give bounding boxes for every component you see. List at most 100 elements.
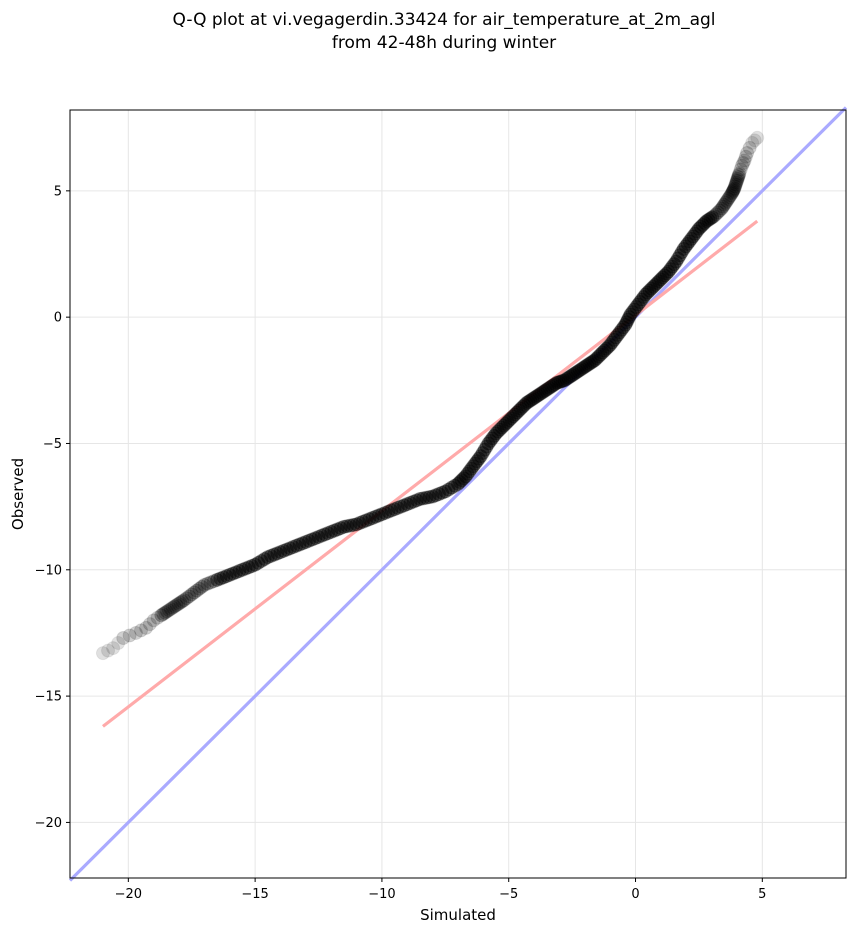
- data-point: [680, 236, 695, 251]
- data-point: [732, 166, 747, 181]
- x-tick-label: −15: [241, 887, 268, 902]
- data-point: [192, 581, 207, 596]
- data-point: [563, 369, 578, 384]
- data-point: [730, 171, 745, 186]
- data-point: [709, 207, 724, 222]
- data-point: [371, 508, 386, 523]
- data-point: [163, 601, 178, 616]
- data-point: [661, 264, 676, 279]
- data-point: [466, 459, 481, 474]
- data-point: [667, 257, 682, 272]
- data-point: [238, 561, 253, 576]
- data-point: [517, 397, 532, 412]
- x-tick-label: −10: [368, 887, 395, 902]
- data-point: [248, 557, 263, 572]
- data-point: [603, 337, 618, 352]
- data-point: [460, 466, 475, 481]
- data-point: [161, 603, 176, 618]
- data-point: [509, 405, 524, 420]
- data-point: [724, 186, 739, 201]
- y-axis-ticks: −20 −15 −10 −5 0 5: [35, 184, 70, 831]
- data-point: [273, 545, 288, 560]
- data-point: [614, 322, 629, 337]
- data-point: [688, 226, 703, 241]
- y-axis-label: Observed: [9, 458, 27, 530]
- data-point: [640, 285, 655, 300]
- data-point: [219, 569, 234, 584]
- data-point: [279, 542, 294, 557]
- data-point: [232, 564, 247, 579]
- data-point: [165, 600, 180, 615]
- data-point: [599, 341, 614, 356]
- data-point: [693, 219, 708, 234]
- data-point: [321, 526, 336, 541]
- data-point: [559, 372, 574, 387]
- data-point: [387, 502, 402, 517]
- data-point: [735, 158, 750, 173]
- data-point: [302, 533, 317, 548]
- data-point: [235, 562, 250, 577]
- y-tick-label: −10: [35, 563, 62, 578]
- data-point: [156, 607, 171, 621]
- data-point: [729, 173, 744, 188]
- data-point: [676, 241, 691, 256]
- x-tick-label: 5: [758, 887, 766, 902]
- data-point: [470, 454, 485, 469]
- data-point: [727, 181, 742, 196]
- data-point: [736, 156, 751, 171]
- data-point: [726, 182, 741, 197]
- data-point: [263, 548, 278, 563]
- data-point: [225, 566, 240, 581]
- data-point: [574, 361, 589, 376]
- data-point: [747, 133, 762, 148]
- data-point: [355, 514, 370, 529]
- data-point: [716, 199, 731, 214]
- data-point: [593, 347, 608, 362]
- data-point: [690, 224, 705, 239]
- data-point: [154, 608, 169, 623]
- data-point: [473, 449, 488, 464]
- data-point: [282, 541, 297, 556]
- data-point: [567, 367, 582, 381]
- data-point: [725, 185, 740, 200]
- data-point: [425, 489, 440, 504]
- data-point: [390, 500, 405, 515]
- data-point: [644, 281, 659, 296]
- data-point: [502, 413, 517, 428]
- data-point: [610, 327, 625, 342]
- data-point: [438, 484, 453, 499]
- data-point: [691, 221, 706, 236]
- data-point: [400, 497, 415, 512]
- data-point: [576, 360, 591, 375]
- data-point: [167, 599, 182, 614]
- data-point: [431, 487, 446, 501]
- data-point: [475, 445, 490, 460]
- data-point: [197, 577, 212, 592]
- data-point: [451, 476, 465, 491]
- data-point: [368, 509, 383, 524]
- data-point: [729, 175, 744, 190]
- data-point: [336, 519, 351, 534]
- data-point: [638, 287, 653, 302]
- data-point: [572, 363, 587, 378]
- data-point: [498, 416, 513, 431]
- data-point: [714, 201, 729, 216]
- data-point: [597, 343, 612, 358]
- data-point: [699, 214, 714, 229]
- data-point: [682, 234, 697, 249]
- y-tick-label: 5: [54, 184, 62, 199]
- data-point: [674, 245, 689, 260]
- data-point: [707, 209, 722, 224]
- data-point: [349, 517, 364, 532]
- data-point: [544, 379, 559, 394]
- data-point: [308, 531, 323, 546]
- data-point: [327, 523, 342, 538]
- data-point: [536, 384, 551, 399]
- data-point: [462, 464, 477, 479]
- data-point: [582, 356, 597, 371]
- data-point: [169, 598, 184, 613]
- data-point: [158, 605, 173, 620]
- data-point: [222, 567, 237, 582]
- data-point: [213, 571, 228, 586]
